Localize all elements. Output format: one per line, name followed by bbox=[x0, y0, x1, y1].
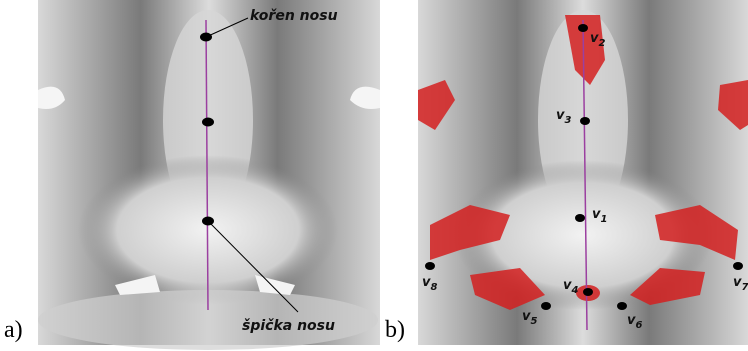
subscript: 1 bbox=[600, 214, 607, 225]
landmark bbox=[733, 262, 743, 270]
landmark bbox=[425, 262, 435, 270]
figure: kořen nosu špička nosu a) v1v2v3v4v5v6v7… bbox=[0, 0, 748, 351]
landmark bbox=[578, 24, 588, 32]
label: kořen nosu bbox=[250, 8, 338, 24]
subscript: 6 bbox=[635, 320, 642, 331]
panel-a: kořen nosu špička nosu a) bbox=[4, 0, 380, 350]
label: špička nosu bbox=[242, 318, 335, 334]
caption: a) bbox=[4, 317, 23, 343]
subscript: 7 bbox=[741, 282, 748, 293]
subscript: 2 bbox=[598, 38, 605, 49]
subscript: 3 bbox=[564, 115, 571, 126]
landmark bbox=[583, 288, 593, 296]
subscript: 5 bbox=[530, 316, 537, 327]
caption: b) bbox=[385, 317, 405, 343]
landmark bbox=[202, 118, 214, 127]
subscript: 8 bbox=[430, 282, 437, 293]
landmark bbox=[200, 33, 212, 42]
landmark bbox=[617, 302, 627, 310]
subscript: 4 bbox=[570, 285, 578, 296]
landmark bbox=[541, 302, 551, 310]
landmark bbox=[202, 217, 214, 226]
landmark bbox=[575, 214, 585, 222]
landmark bbox=[580, 117, 590, 125]
